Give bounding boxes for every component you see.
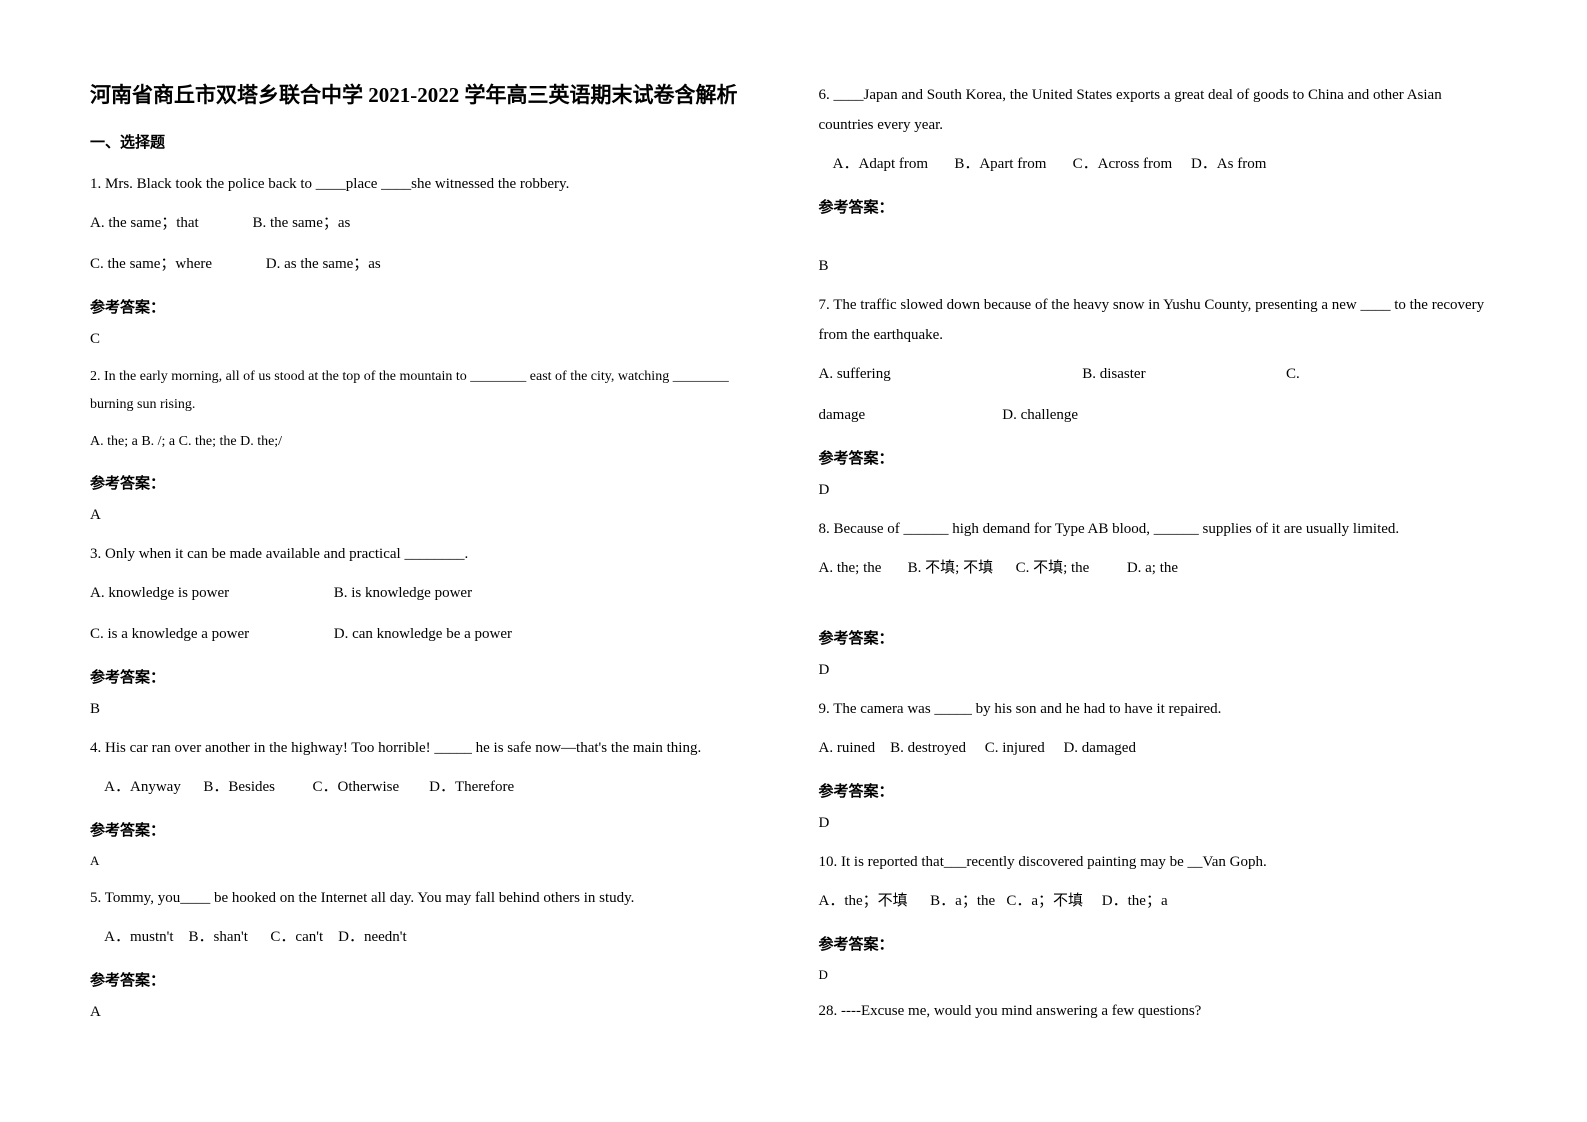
question-8: 8. Because of ______ high demand for Typ… [819,514,1498,544]
question-1: 1. Mrs. Black took the police back to __… [90,169,769,199]
question-10-options: A．the；不填 B．a；the C．a；不填 D．the；a [819,885,1498,918]
answer-6: B [819,253,1498,280]
question-7-options-2: damage D. challenge [819,399,1498,432]
q7-option-c-label: C. [1286,366,1300,382]
q7-option-a: A. suffering [819,358,1079,391]
question-5: 5. Tommy, you____ be hooked on the Inter… [90,883,769,913]
q3-option-b: B. is knowledge power [334,585,472,601]
answer-3: B [90,696,769,723]
left-column: 河南省商丘市双塔乡联合中学 2021-2022 学年高三英语期末试卷含解析 一、… [90,80,769,1042]
answer-1: C [90,326,769,353]
q7-option-d: D. challenge [1002,407,1078,423]
answer-9: D [819,810,1498,837]
question-1-options-2: C. the same；where D. as the same；as [90,248,769,281]
answer-5: A [90,999,769,1026]
q1-option-d: D. as the same；as [266,256,381,272]
question-8-options: A. the; the B. 不填; 不填 C. 不填; the D. a; t… [819,552,1498,585]
q1-option-c: C. the same；where [90,248,212,281]
answer-4: A [90,849,769,872]
answer-10: D [819,963,1498,986]
question-9-options: A. ruined B. destroyed C. injured D. dam… [819,732,1498,765]
answer-label-1: 参考答案： [90,295,769,322]
question-5-options: A．mustn't B．shan't C．can't D．needn't [90,921,769,954]
answer-label-10: 参考答案： [819,932,1498,959]
answer-label-5: 参考答案： [90,968,769,995]
question-3-options-2: C. is a knowledge a power D. can knowled… [90,618,769,651]
question-2: 2. In the early morning, all of us stood… [90,363,769,419]
q1-option-a: A. the same；that [90,207,199,240]
answer-label-7: 参考答案： [819,446,1498,473]
question-4-options: A．Anyway B．Besides C．Otherwise D．Therefo… [90,771,769,804]
q3-option-a: A. knowledge is power [90,577,330,610]
question-1-options: A. the same；that B. the same；as [90,207,769,240]
answer-label-4: 参考答案： [90,818,769,845]
question-7: 7. The traffic slowed down because of th… [819,290,1498,350]
q7-option-b: B. disaster [1082,358,1282,391]
question-3-options: A. knowledge is power B. is knowledge po… [90,577,769,610]
section-heading: 一、选择题 [90,130,769,157]
document-title: 河南省商丘市双塔乡联合中学 2021-2022 学年高三英语期末试卷含解析 [90,80,769,112]
q7-option-c: damage [819,399,999,432]
question-6: 6. ____Japan and South Korea, the United… [819,80,1498,140]
answer-label-3: 参考答案： [90,665,769,692]
answer-label-6: 参考答案： [819,195,1498,222]
answer-label-8: 参考答案： [819,626,1498,653]
answer-label-2: 参考答案： [90,471,769,498]
answer-label-9: 参考答案： [819,779,1498,806]
question-28: 28. ----Excuse me, would you mind answer… [819,996,1498,1026]
question-9: 9. The camera was _____ by his son and h… [819,694,1498,724]
question-6-options: A．Adapt from B．Apart from C．Across from … [819,148,1498,181]
question-2-options: A. the; a B. /; a C. the; the D. the;/ [90,427,769,458]
right-column: 6. ____Japan and South Korea, the United… [819,80,1498,1042]
answer-8: D [819,657,1498,684]
question-10: 10. It is reported that___recently disco… [819,847,1498,877]
question-3: 3. Only when it can be made available an… [90,539,769,569]
question-7-options: A. suffering B. disaster C. [819,358,1498,391]
q1-option-b: B. the same；as [252,215,350,231]
answer-2: A [90,502,769,529]
q3-option-d: D. can knowledge be a power [334,626,512,642]
answer-7: D [819,477,1498,504]
page-container: 河南省商丘市双塔乡联合中学 2021-2022 学年高三英语期末试卷含解析 一、… [90,80,1497,1042]
q3-option-c: C. is a knowledge a power [90,618,330,651]
question-4: 4. His car ran over another in the highw… [90,733,769,763]
